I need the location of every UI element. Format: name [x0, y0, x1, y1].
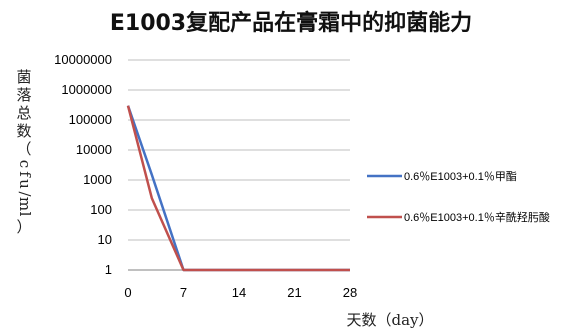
y-axis-title-char: m [16, 197, 34, 211]
y-tick-label: 10 [98, 232, 112, 247]
y-axis-title-char: f [16, 171, 34, 178]
y-tick-label: 100000 [69, 112, 112, 127]
chart-title: E1003复配产品在膏霜中的抑菌能力 [110, 10, 472, 36]
x-tick-label: 14 [232, 285, 246, 300]
y-tick-label: 100 [90, 202, 112, 217]
x-axis-title: 天数（day） [346, 311, 433, 329]
x-tick-label: 7 [180, 285, 187, 300]
y-axis-title-char: （ [16, 140, 31, 158]
legend-label: 0.6％E1003+0.1％辛酰羟肟酸 [404, 210, 550, 224]
y-tick-label: 10000000 [54, 52, 112, 67]
y-axis-title-char: ） [16, 218, 31, 236]
y-axis-title-char: 数 [16, 122, 31, 140]
series-line [126, 105, 350, 272]
y-axis-title-char: 菌 [16, 68, 31, 86]
x-tick-label: 0 [124, 285, 131, 300]
x-tick-label: 28 [343, 285, 357, 300]
x-tick-label: 21 [287, 285, 301, 300]
y-tick-label: 1 [105, 262, 112, 277]
y-axis-title-char: c [16, 160, 34, 168]
legend: 0.6％E1003+0.1％甲酯 0.6％E1003+0.1％辛酰羟肟酸 [367, 170, 550, 224]
y-axis-title-char: l [16, 212, 34, 217]
y-axis-title-char: / [16, 191, 34, 197]
series-line [126, 105, 350, 272]
y-tick-label: 1000 [83, 172, 112, 187]
y-tick-label: 10000 [76, 142, 112, 157]
series-lines [126, 105, 350, 272]
y-axis-title-char: 总 [16, 104, 31, 122]
y-axis-ticks: 1 10 100 1000 10000 100000 1000000 10000000 [54, 52, 112, 277]
y-axis-title-char: u [16, 179, 34, 189]
y-axis-title-char: 落 [16, 86, 31, 104]
legend-label: 0.6％E1003+0.1％甲酯 [404, 170, 517, 183]
y-tick-label: 1000000 [61, 82, 112, 97]
x-axis-ticks: 0 7 14 21 28 [124, 285, 357, 300]
gridlines [128, 59, 350, 241]
